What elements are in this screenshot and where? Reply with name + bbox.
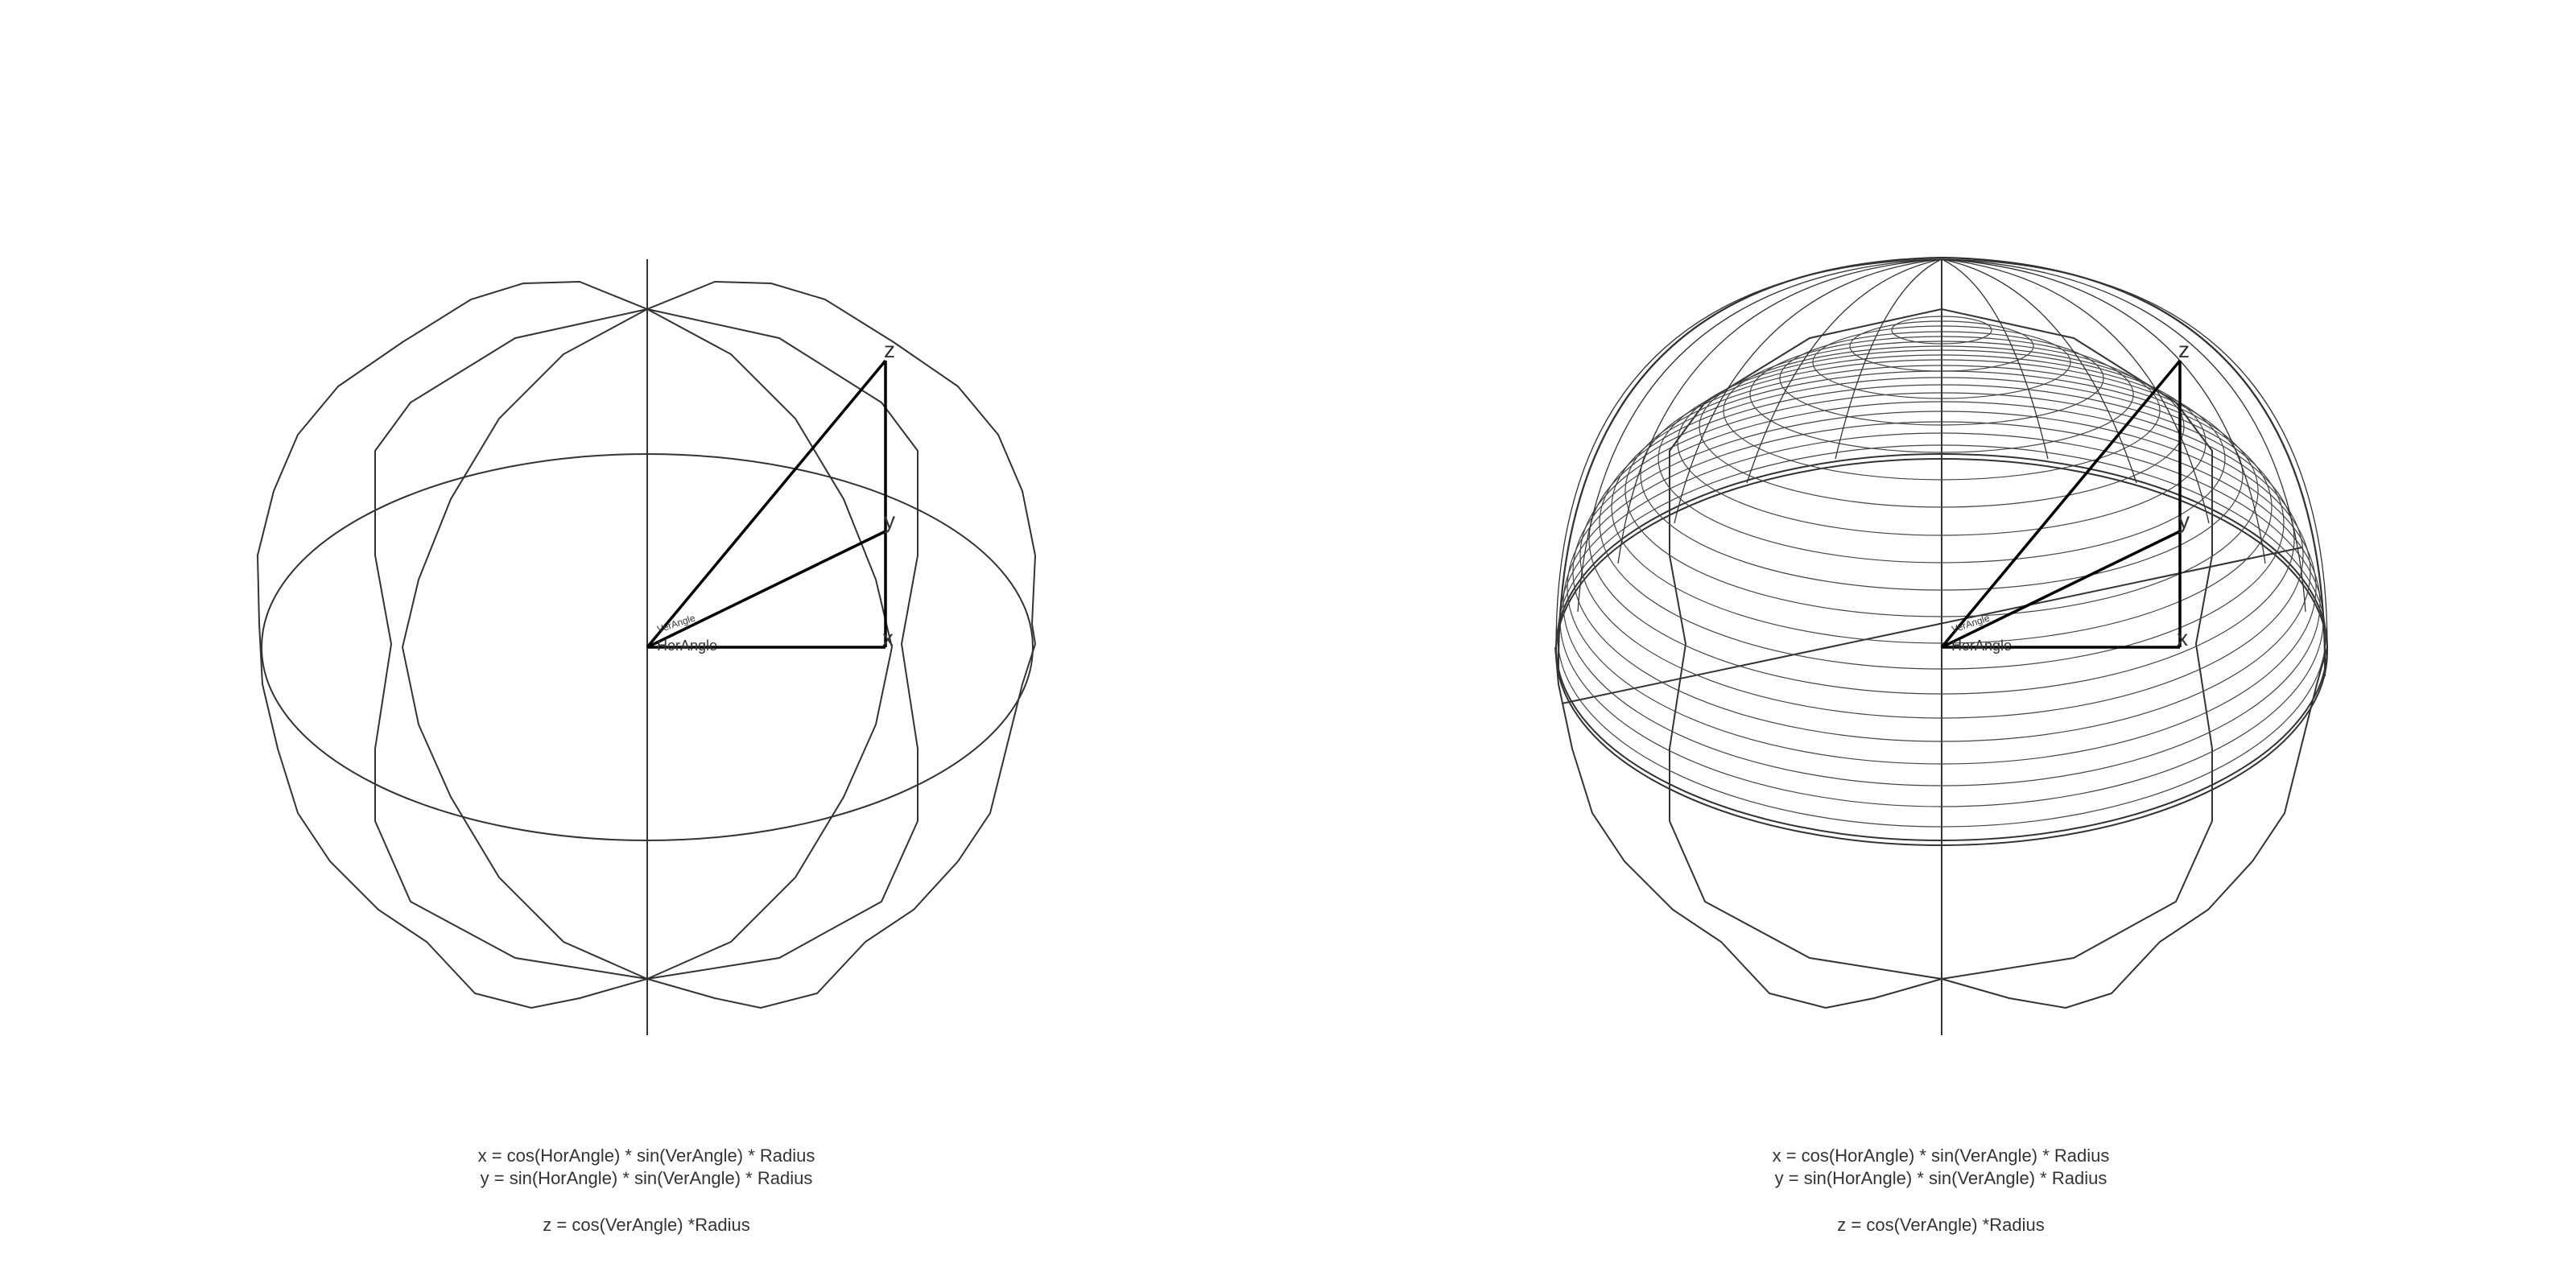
left-label-x: x	[882, 625, 894, 650]
left-sphere	[256, 259, 1037, 1035]
left-meridian-inner-right	[646, 308, 919, 980]
right-dome-meridians	[1555, 256, 2328, 677]
right-formula-caption: x = cos(HorAngle) * sin(VerAngle) * Radi…	[1619, 1145, 2263, 1236]
right-label-z: z	[2178, 337, 2190, 362]
left-formula-y: y = sin(HorAngle) * sin(VerAngle) * Radi…	[480, 1168, 813, 1188]
left-meridian-outer-right	[646, 280, 1037, 1009]
right-vector-z	[1940, 359, 2182, 649]
left-vector-y	[646, 530, 886, 649]
right-label-x: x	[2177, 625, 2188, 650]
left-formula-x: x = cos(HorAngle) * sin(VerAngle) * Radi…	[477, 1146, 815, 1166]
left-label-y: y	[884, 508, 895, 533]
right-vector-construction	[1940, 359, 2182, 649]
right-formula-x: x = cos(HorAngle) * sin(VerAngle) * Radi…	[1772, 1146, 2110, 1166]
left-vector-construction	[646, 359, 887, 649]
right-formula-z: z = cos(VerAngle) *Radius	[1837, 1215, 2045, 1235]
right-meridian-outer-lower	[1554, 646, 2328, 1009]
right-formula-y: y = sin(HorAngle) * sin(VerAngle) * Radi…	[1774, 1168, 2107, 1188]
right-sphere	[1554, 259, 2328, 1035]
left-meridian-mid-left	[401, 308, 648, 980]
left-formula-caption: x = cos(HorAngle) * sin(VerAngle) * Radi…	[324, 1145, 968, 1236]
left-meridian-outer-left	[256, 280, 648, 1009]
left-label-horangle: HorAngle	[657, 638, 717, 654]
left-meridian-inner-left	[374, 308, 648, 980]
left-label-z: z	[884, 337, 895, 362]
left-labels: z y x VerAngle HorAngle	[656, 337, 895, 654]
right-meridian-inner-left	[1669, 308, 1942, 980]
right-label-horangle: HorAngle	[1951, 638, 2012, 654]
left-meridian-mid-right	[646, 308, 894, 980]
left-equator	[261, 453, 1034, 841]
left-formula-z: z = cos(VerAngle) *Radius	[543, 1215, 750, 1235]
left-vector-z	[646, 359, 887, 649]
right-vector-y	[1941, 530, 2181, 649]
right-label-y: y	[2178, 508, 2190, 533]
